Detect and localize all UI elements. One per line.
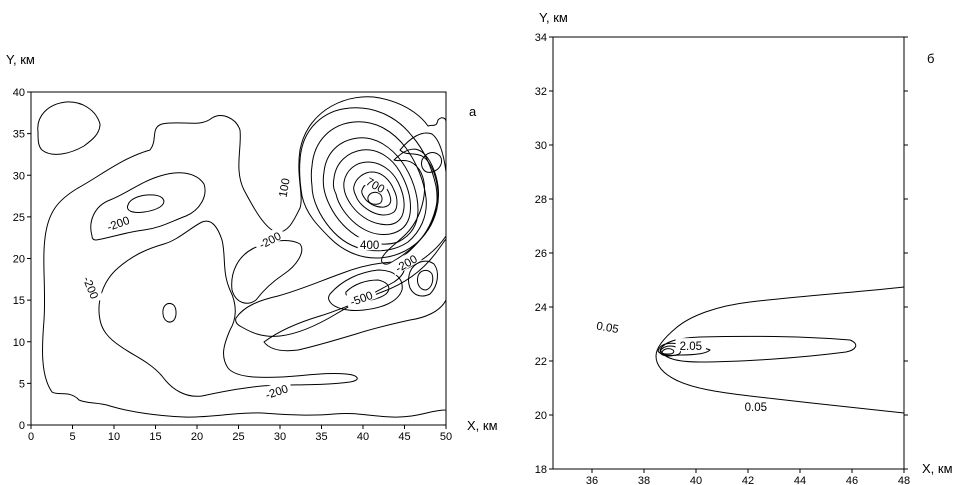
- contour-line: [323, 138, 418, 244]
- x-tick-label: 46: [846, 475, 858, 485]
- panel-b-contour-labels: 0.05 2.05 0.05: [591, 317, 771, 414]
- y-tick-label: 24: [535, 302, 547, 314]
- y-tick-label: 10: [13, 337, 25, 349]
- contour-label-text: 0.05: [745, 402, 767, 414]
- contour-label-text: -500: [349, 290, 375, 309]
- contour-value-label: -200: [101, 211, 135, 235]
- panel-a-contour-lines: [38, 97, 446, 417]
- x-tick-label: 20: [191, 431, 203, 443]
- y-tick-label: 34: [535, 32, 547, 44]
- contour-line: [662, 349, 674, 354]
- contour-value-label: 0.05: [591, 317, 624, 337]
- x-tick-label: 38: [638, 475, 650, 485]
- contour-label-text: -200: [106, 215, 132, 234]
- panel-a-contour-labels: 100 700-200-200 400-200-200-500-200: [79, 172, 423, 403]
- contour-value-label: -200: [260, 379, 294, 403]
- contour-line: [232, 241, 302, 304]
- y-tick-label: 25: [13, 212, 25, 224]
- y-tick-label: 22: [535, 356, 547, 368]
- panel-b-x-ticks: 36 38 40 42 44 46 48: [586, 469, 910, 485]
- y-tick-label: 35: [13, 129, 25, 141]
- panel-a-x-ticks: 0 5 10 15 20 25 30 35 40 45 50: [28, 425, 452, 443]
- x-tick-label: 45: [398, 431, 410, 443]
- x-tick-label: 40: [690, 475, 702, 485]
- x-tick-label: 5: [69, 431, 75, 443]
- y-tick-label: 40: [13, 87, 25, 99]
- y-tick-label: 20: [535, 410, 547, 422]
- y-tick-label: 30: [535, 140, 547, 152]
- x-tick-label: 10: [108, 431, 120, 443]
- contour-label-text: 400: [360, 240, 379, 252]
- y-tick-label: 28: [535, 194, 547, 206]
- x-tick-label: 44: [794, 475, 806, 485]
- x-tick-label: 42: [742, 475, 754, 485]
- contour-label-text: -200: [80, 275, 100, 301]
- x-tick-label: 30: [274, 431, 286, 443]
- panel-a-plot-frame: [31, 92, 446, 425]
- y-tick-label: 5: [19, 378, 25, 390]
- panel-b-y-axis-title: Y, км: [539, 10, 568, 25]
- contour-label-text: 100: [278, 177, 293, 198]
- x-tick-label: 40: [357, 431, 369, 443]
- y-tick-label: 26: [535, 248, 547, 260]
- panel-a-y-axis-title: Y, км: [6, 52, 35, 67]
- contour-line: [417, 270, 432, 290]
- y-tick-label: 18: [535, 464, 547, 476]
- panel-b-contour-map: Y, км б X, км 36 38 40 42 44 46 48 18 20 22 24 26 2…: [535, 10, 953, 485]
- panel-b-x-axis-title: X, км: [922, 461, 953, 476]
- contour-value-label: -200: [79, 271, 104, 305]
- y-tick-label: 32: [535, 86, 547, 98]
- contour-line: [38, 102, 100, 154]
- contour-value-label: -200: [253, 226, 287, 254]
- panel-b-label: б: [927, 51, 934, 66]
- x-tick-label: 35: [315, 431, 327, 443]
- contour-value-label: 400: [358, 237, 382, 252]
- panel-a-contour-map: Y, км а X, км 0 5 10 15 20 25 30 35 40 45 50 0 5 10 1…: [6, 52, 498, 443]
- y-tick-label: 0: [19, 420, 25, 432]
- panel-a-label: а: [469, 104, 477, 119]
- contour-line: [236, 262, 405, 336]
- contour-label-text: 2.05: [680, 341, 702, 353]
- contour-value-label: 0.05: [741, 399, 771, 414]
- panel-a-x-axis-title: X, км: [467, 418, 498, 433]
- contour-value-label: 2.05: [676, 338, 706, 353]
- x-tick-label: 36: [586, 475, 598, 485]
- y-tick-label: 20: [13, 254, 25, 266]
- contour-value-label: 100: [274, 175, 293, 201]
- x-tick-label: 0: [28, 431, 34, 443]
- x-tick-label: 50: [440, 431, 452, 443]
- contour-value-label: 700: [362, 172, 390, 197]
- contour-label-text: 0.05: [595, 320, 619, 336]
- contour-line: [163, 303, 176, 322]
- y-tick-label: 30: [13, 170, 25, 182]
- contour-line: [127, 195, 163, 213]
- x-tick-label: 15: [149, 431, 161, 443]
- contour-line: [99, 221, 357, 396]
- panel-a-y-ticks: 0 5 10 15 20 25 30 35 40: [13, 87, 31, 432]
- y-tick-label: 15: [13, 295, 25, 307]
- x-tick-label: 25: [232, 431, 244, 443]
- panel-b-plot-frame: [553, 37, 904, 469]
- panel-b-y-ticks: 18 20 22 24 26 28 30 32 34: [535, 32, 908, 476]
- x-tick-label: 48: [898, 475, 910, 485]
